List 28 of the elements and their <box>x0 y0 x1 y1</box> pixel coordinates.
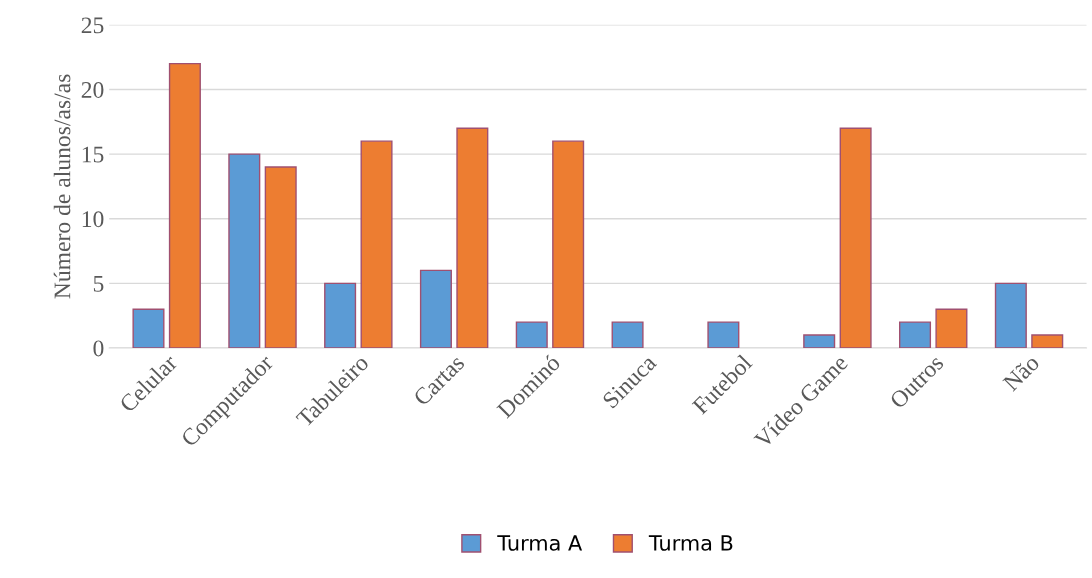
bar <box>803 334 836 348</box>
bar <box>264 166 297 348</box>
y-tick-label: 0 <box>93 340 104 357</box>
bar <box>132 308 165 348</box>
bar <box>839 127 872 348</box>
y-axis-title: Número de alunos/as/as <box>53 74 71 299</box>
y-tick-label: 10 <box>82 211 104 228</box>
legend-label: Turma B <box>648 535 733 551</box>
bar <box>324 282 357 348</box>
bar <box>1031 334 1064 348</box>
bar <box>552 140 585 348</box>
y-tick-label: 15 <box>82 146 104 163</box>
bar <box>168 62 201 348</box>
bar <box>360 140 393 348</box>
x-tick-label: Não <box>1002 353 1041 392</box>
bar <box>899 321 932 348</box>
bar <box>456 127 489 348</box>
bar <box>228 153 261 348</box>
y-tick-label: 20 <box>81 81 104 98</box>
bar <box>611 321 644 348</box>
y-tick-label: 25 <box>81 17 104 34</box>
bar <box>994 282 1027 348</box>
bar <box>419 269 452 348</box>
bar <box>935 308 968 348</box>
y-tick-label: 5 <box>93 276 104 292</box>
legend-label: Turma A <box>497 535 583 551</box>
bar <box>515 321 548 348</box>
bar <box>707 321 740 348</box>
